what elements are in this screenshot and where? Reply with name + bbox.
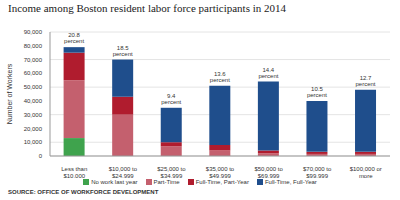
- svg-text:13.6percent: 13.6percent: [210, 71, 230, 83]
- svg-text:$50,000 to$69,999: $50,000 to$69,999: [254, 166, 283, 178]
- svg-text:$10,000 to$24,999: $10,000 to$24,999: [109, 166, 138, 178]
- svg-text:10,000: 10,000: [24, 139, 43, 145]
- svg-text:40,000: 40,000: [24, 98, 43, 104]
- html-text:No work last year: No work last year: [91, 179, 138, 185]
- svg-text:80,000: 80,000: [24, 43, 43, 49]
- svg-text:0: 0: [39, 153, 43, 159]
- svg-text:90,000: 90,000: [24, 29, 43, 35]
- svg-text:10.5percent: 10.5percent: [307, 86, 327, 98]
- svg-text:Less than$10,000: Less than$10,000: [61, 166, 87, 178]
- svg-text:$25,000 to$34,999: $25,000 to$34,999: [157, 166, 186, 178]
- html-text:SOURCE: OFFICE OF WORKFORCE DE: SOURCE: OFFICE OF WORKFORCE DEVELOPMENT: [8, 189, 159, 195]
- svg-text:60,000: 60,000: [24, 70, 43, 76]
- svg-text:70,000: 70,000: [24, 57, 43, 63]
- svg-text:9.4percent: 9.4percent: [161, 93, 181, 105]
- svg-text:$35,000 to$49,999: $35,000 to$49,999: [206, 166, 235, 178]
- svg-text:18.5percent: 18.5percent: [113, 45, 133, 57]
- svg-text:Number of Workers: Number of Workers: [8, 63, 13, 124]
- svg-text:20.8percent: 20.8percent: [64, 32, 84, 44]
- svg-text:50,000: 50,000: [24, 84, 43, 90]
- html-text:Full-Time, Full-Year: Full-Time, Full-Year: [264, 179, 317, 185]
- svg-text:$100,000 ormore: $100,000 ormore: [350, 166, 382, 178]
- svg-text:14.4percent: 14.4percent: [258, 67, 278, 79]
- html-text:Income among Boston resident l: Income among Boston resident labor force…: [8, 2, 286, 14]
- html-text:Part-Time: Part-Time: [153, 179, 180, 185]
- html-text:Full-Time, Part-Year: Full-Time, Part-Year: [195, 179, 249, 185]
- svg-text:30,000: 30,000: [24, 112, 43, 118]
- svg-text:12.7percent: 12.7percent: [356, 75, 376, 87]
- svg-text:$70,000 to$99,999: $70,000 to$99,999: [303, 166, 332, 178]
- svg-text:20,000: 20,000: [24, 126, 43, 132]
